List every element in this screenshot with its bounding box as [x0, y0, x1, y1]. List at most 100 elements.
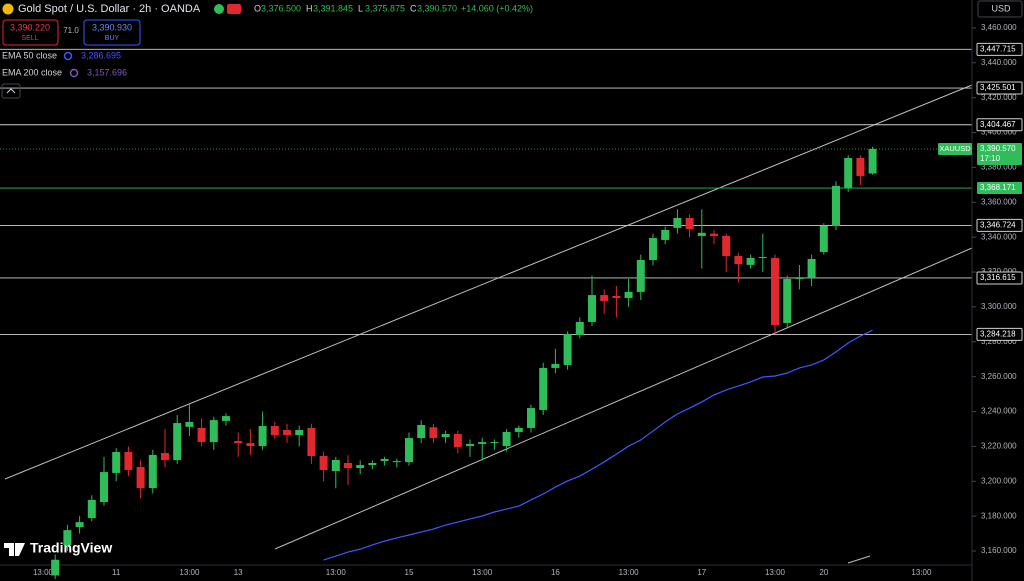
candle-body: [807, 258, 816, 278]
level-label: 3,284.218: [980, 330, 1016, 339]
candle-body: [356, 465, 365, 469]
candle-body: [112, 452, 121, 473]
y-tick-label: 3,420.000: [981, 93, 1017, 102]
ema-line: [323, 329, 873, 561]
y-tick-label: 3,160.000: [981, 546, 1017, 555]
candle-body: [209, 420, 218, 443]
y-tick-label: 3,260.000: [981, 372, 1017, 381]
candle-body: [710, 233, 718, 236]
candle-body: [453, 434, 462, 447]
candle-body: [246, 443, 255, 447]
candle-body: [417, 424, 426, 439]
trendline: [4, 84, 973, 480]
candle-body: [575, 321, 584, 335]
ohlc-value: 3,376.500: [261, 3, 301, 13]
y-tick-label: 3,380.000: [981, 163, 1017, 172]
candle-body: [685, 217, 694, 229]
currency: USD: [991, 3, 1011, 13]
ema-name: EMA 50 close: [2, 50, 57, 60]
level-label: 3,368.171: [980, 183, 1016, 192]
candle-body: [819, 226, 828, 252]
y-tick-label: 3,400.000: [981, 128, 1017, 137]
candle-body: [563, 333, 572, 365]
candle-body: [392, 461, 401, 463]
trendline: [274, 247, 973, 550]
buy-price: 3,390.930: [92, 22, 132, 32]
ema-value: 3,286.695: [81, 50, 121, 60]
ema-name: EMA 200 close: [2, 67, 62, 77]
candle-body: [722, 235, 731, 256]
y-tick-label: 3,280.000: [981, 337, 1017, 346]
level-label: 3,346.724: [980, 221, 1016, 230]
buy-button[interactable]: [83, 19, 141, 46]
candle-body: [612, 295, 621, 299]
candle-body: [551, 363, 560, 368]
candle-body: [173, 423, 182, 461]
candle-body: [161, 453, 169, 461]
candle-body: [75, 522, 84, 527]
candle-body: [222, 416, 230, 421]
candle-body: [514, 427, 523, 432]
y-tick-label: 3,460.000: [981, 23, 1017, 32]
ohlc-key: L: [358, 3, 363, 13]
candle-body: [746, 257, 755, 265]
ema-value: 3,157.696: [87, 67, 127, 77]
ema-icon: [63, 51, 73, 61]
candle-body: [844, 157, 853, 188]
status-icon: [227, 4, 241, 14]
candle-body: [758, 257, 767, 259]
candle-body: [502, 431, 511, 447]
y-tick-label: 3,300.000: [981, 302, 1017, 311]
y-tick-label: 3,440.000: [981, 58, 1017, 67]
level-label-box: [976, 327, 1023, 341]
candle-body: [624, 291, 633, 299]
ohlc-key: H: [306, 3, 313, 13]
x-tick-label: 15: [405, 568, 414, 577]
candle-body: [87, 499, 96, 519]
level-label-box: [976, 218, 1023, 232]
ohlc-value: 3,375.875: [365, 3, 405, 13]
collapse-button[interactable]: [1, 83, 21, 99]
candle-body: [795, 277, 804, 280]
level-label-box: [976, 118, 1023, 132]
candle-body: [636, 260, 645, 292]
candle-body: [527, 408, 535, 428]
y-tick-label: 3,240.000: [981, 407, 1017, 416]
x-tick-label: 13:00: [472, 568, 493, 577]
trendline: [847, 555, 871, 564]
candle-body: [148, 454, 157, 489]
candle-body: [63, 530, 72, 546]
y-tick-label: 3,340.000: [981, 232, 1017, 241]
symbol-badge-text: XAUUSD: [939, 144, 971, 153]
candle-body: [771, 257, 779, 326]
candle-body: [832, 185, 840, 226]
candle-body: [466, 443, 474, 447]
sell-label: SELL: [21, 35, 38, 42]
logo-text: TradingView: [30, 540, 112, 556]
candle-body: [331, 460, 340, 472]
header: Gold Spot / U.S. Dollar · 2h · OANDA 3,3…: [1, 0, 1023, 99]
x-tick-label: 13:00: [326, 568, 347, 577]
x-tick-label: 11: [112, 568, 121, 577]
logo: TradingView: [4, 540, 112, 556]
candle-body: [234, 441, 243, 444]
symbol-icon: [2, 3, 14, 15]
currency-button[interactable]: [977, 0, 1023, 18]
x-tick-label: 17: [697, 568, 706, 577]
x-tick-label: 20: [819, 568, 828, 577]
level-label: 3,316.615: [980, 273, 1016, 282]
level-label: 3,425.501: [980, 83, 1016, 92]
candle-body: [100, 472, 108, 503]
sell-price: 3,390.220: [10, 22, 50, 32]
candle-body: [441, 434, 450, 438]
logo-icon: [4, 543, 25, 556]
y-tick-label: 3,360.000: [981, 197, 1017, 206]
candle-body: [539, 367, 548, 410]
level-label-box: [977, 182, 1022, 195]
candle-body: [600, 295, 609, 301]
sell-button[interactable]: [2, 19, 59, 46]
buy-label: BUY: [105, 35, 120, 42]
level-label-box: [976, 81, 1023, 95]
candle-body: [661, 230, 670, 240]
